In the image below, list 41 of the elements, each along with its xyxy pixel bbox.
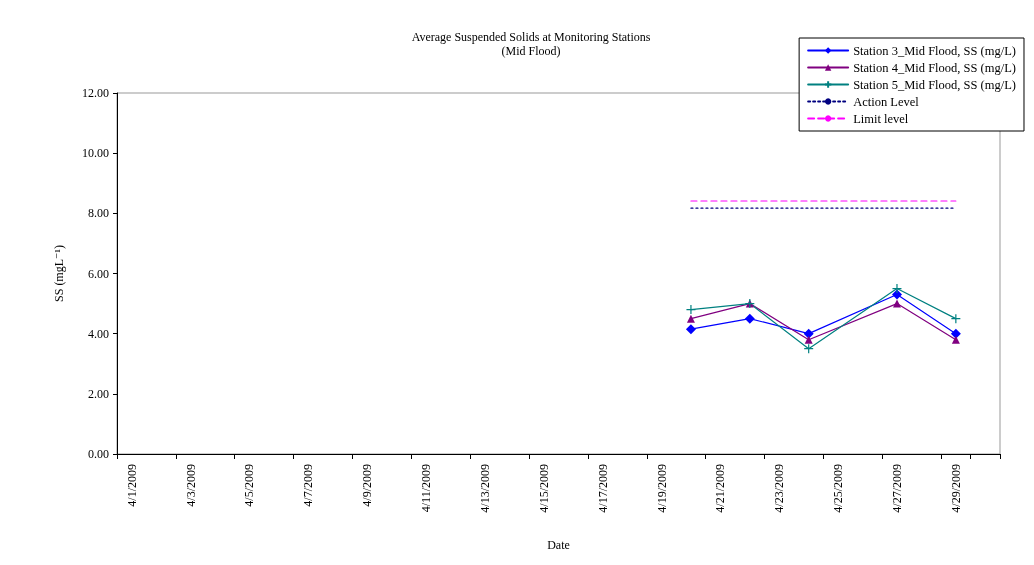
point [685,324,696,335]
y-tick-label: 0.00 [88,447,109,461]
x-tick-label: 4/1/2009 [124,464,139,507]
x-tick-label: 4/13/2009 [477,464,492,513]
x-tick-label: 4/3/2009 [183,464,198,507]
x-tick-label: 4/27/2009 [889,464,904,513]
x-tick-label: 4/9/2009 [360,464,375,507]
y-axis-title: SS (mgL⁻¹) [52,245,66,302]
y-tick-label: 8.00 [88,206,109,221]
point [950,328,961,339]
y-tick-label: 12.00 [82,86,109,100]
x-tick-label: 4/21/2009 [713,464,728,513]
x-axis-title: Date [547,538,570,552]
point [892,299,901,308]
point [951,335,960,344]
point [744,313,755,324]
y-tick-label: 4.00 [88,326,109,341]
y-tick-label: 10.00 [82,146,109,161]
legend-label: Station 4_Mid Flood, SS (mg/L) [853,60,1017,75]
legend-label: Limit level [853,111,909,126]
y-tick-label: 6.00 [88,266,109,281]
point [685,304,697,315]
point [686,314,695,323]
x-tick-label: 4/11/2009 [419,464,434,513]
x-tick-label: 4/15/2009 [536,464,551,513]
point [891,283,903,294]
legend-label: Station 3_Mid Flood, SS (mg/L) [853,43,1017,58]
point [804,335,813,344]
x-tick-label: 4/17/2009 [595,464,610,513]
legend-label: Station 5_Mid Flood, SS (mg/L) [853,77,1017,92]
y-tick-label: 2.00 [88,386,109,401]
x-tick-label: 4/19/2009 [654,464,669,513]
x-tick-label: 4/23/2009 [772,464,787,513]
chart-title: Average Suspended Solids at Monitoring Stations [411,30,651,44]
x-tick-label: 4/5/2009 [242,464,257,507]
x-tick-label: 4/29/2009 [948,464,963,513]
chart-subtitle: (Mid Flood) [501,44,561,58]
x-tick-label: 4/25/2009 [831,464,846,513]
legend-label: Action Level [853,94,920,109]
x-tick-label: 4/7/2009 [301,464,316,507]
point [803,328,814,339]
